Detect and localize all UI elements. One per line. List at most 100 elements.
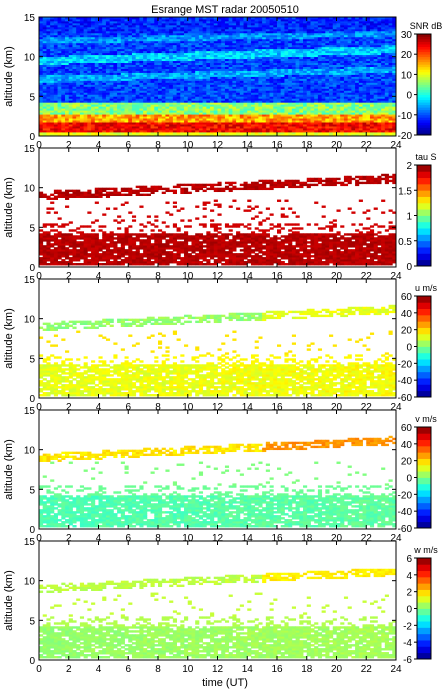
heatmap-cell <box>187 124 192 127</box>
heatmap-cell <box>277 72 282 75</box>
heatmap-cell <box>262 62 267 65</box>
heatmap-cell <box>72 124 77 127</box>
heatmap-cell <box>61 118 66 121</box>
heatmap-cell <box>154 64 159 67</box>
heatmap-cell <box>154 50 159 54</box>
heatmap-cell <box>265 58 270 62</box>
heatmap-cell <box>128 34 133 38</box>
heatmap-cell <box>239 72 244 75</box>
heatmap-cell <box>254 88 259 91</box>
heatmap-cell <box>109 52 114 56</box>
heatmap-cell <box>83 130 88 133</box>
heatmap-cell <box>184 124 189 127</box>
heatmap-cell <box>176 94 181 97</box>
heatmap-cell <box>131 110 137 113</box>
heatmap-cell <box>169 56 174 60</box>
heatmap-cell <box>98 46 103 50</box>
heatmap-cell <box>113 92 118 95</box>
heatmap-cell <box>224 128 230 131</box>
heatmap-cell <box>184 68 189 71</box>
heatmap-cell <box>254 116 259 119</box>
heatmap-cell <box>128 42 133 46</box>
heatmap-cell <box>250 58 256 62</box>
heatmap-cell <box>277 104 282 107</box>
heatmap-cell <box>277 44 282 48</box>
heatmap-cell <box>42 24 47 28</box>
heatmap-cell <box>161 34 166 38</box>
heatmap-cell <box>76 22 81 26</box>
heatmap-cell <box>180 18 185 22</box>
heatmap-cell <box>213 22 218 26</box>
heatmap-cell <box>102 78 107 81</box>
heatmap-cell <box>139 102 144 105</box>
heatmap-cell <box>65 68 70 71</box>
heatmap-cell <box>76 102 81 105</box>
heatmap-cell <box>61 116 66 119</box>
heatmap-cell <box>83 114 88 117</box>
heatmap-cell <box>273 30 278 34</box>
heatmap-cell <box>239 94 244 97</box>
heatmap-cell <box>262 126 267 129</box>
heatmap-cell <box>232 20 237 24</box>
heatmap-cell <box>154 58 159 62</box>
heatmap-cell <box>265 104 270 107</box>
heatmap-cell <box>109 66 114 69</box>
heatmap-cell <box>243 17 248 20</box>
heatmap-cell <box>206 130 211 133</box>
heatmap-cell <box>128 50 133 54</box>
heatmap-cell <box>72 34 77 38</box>
heatmap-cell <box>258 96 263 99</box>
heatmap-cell <box>158 124 163 127</box>
heatmap-cell <box>217 28 222 32</box>
heatmap-cell <box>195 110 200 113</box>
heatmap-cell <box>210 58 215 62</box>
heatmap-cell <box>42 60 47 64</box>
heatmap-cell <box>191 68 196 71</box>
heatmap-cell <box>187 112 192 115</box>
heatmap-cell <box>102 46 107 50</box>
heatmap-cell <box>265 106 270 109</box>
heatmap-cell <box>169 84 174 87</box>
heatmap-cell <box>198 110 204 113</box>
heatmap-cell <box>50 112 55 115</box>
heatmap-cell <box>262 54 267 58</box>
heatmap-cell <box>105 118 111 121</box>
heatmap-cell <box>53 130 58 133</box>
heatmap-cell <box>228 88 233 91</box>
heatmap-cell <box>217 116 222 119</box>
heatmap-cell <box>210 32 215 36</box>
heatmap-cell <box>277 108 282 111</box>
heatmap-cell <box>280 58 285 62</box>
heatmap-cell <box>94 64 99 67</box>
heatmap-cell <box>72 98 77 101</box>
heatmap-cell <box>161 28 166 32</box>
heatmap-cell <box>187 100 192 103</box>
heatmap-cell <box>117 56 122 60</box>
heatmap-cell <box>284 28 289 32</box>
heatmap-cell <box>169 82 174 85</box>
heatmap-cell <box>139 130 144 133</box>
heatmap-cell <box>273 44 278 48</box>
heatmap-cell <box>224 134 230 137</box>
heatmap-cell <box>250 26 256 30</box>
heatmap-cell <box>224 76 230 79</box>
heatmap-cell <box>165 76 170 79</box>
heatmap-cell <box>254 42 259 46</box>
heatmap-cell <box>53 54 58 58</box>
heatmap-cell <box>139 30 144 34</box>
heatmap-cell <box>50 126 55 129</box>
heatmap-cell <box>154 34 159 38</box>
heatmap-cell <box>53 24 58 28</box>
heatmap-cell <box>250 78 256 81</box>
heatmap-cell <box>228 62 233 65</box>
heatmap-cell <box>232 52 237 56</box>
heatmap-cell <box>154 38 159 42</box>
heatmap-cell <box>172 90 177 93</box>
heatmap-cell <box>184 64 189 67</box>
heatmap-cell <box>265 126 270 129</box>
heatmap-cell <box>224 18 230 22</box>
heatmap-cell <box>128 124 133 127</box>
heatmap-cell <box>65 74 70 77</box>
heatmap-cell <box>250 36 256 40</box>
heatmap-cell <box>143 118 148 121</box>
